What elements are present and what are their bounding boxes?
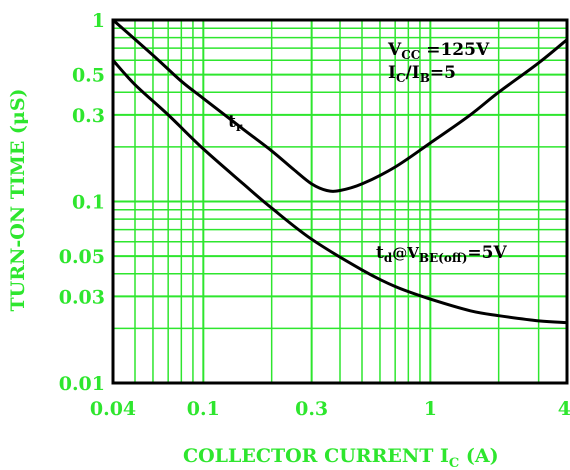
curves — [111, 18, 568, 325]
x-tick-label: 0.3 — [295, 398, 328, 420]
x-tick-label: 1 — [424, 398, 437, 420]
x-tick-label: 0.04 — [90, 398, 136, 420]
tr-curve — [112, 18, 568, 193]
x-axis-title: COLLECTOR CURRENT IC (A) — [183, 445, 499, 470]
y-tick-label: 0.5 — [72, 65, 105, 87]
tr-curve-label: tr — [228, 112, 243, 134]
conditions-ic-ib: IC/IB=5 — [388, 63, 456, 85]
x-tick-label: 0.1 — [187, 398, 220, 420]
tick-labels: 0.04 0.1 0.3 1 4 1 0.5 0.3 0.1 0.05 0.03 0.01 — [59, 10, 570, 420]
y-tick-label: 1 — [92, 10, 105, 32]
x-tick-label: 4 — [558, 398, 570, 420]
y-tick-label: 0.05 — [59, 246, 105, 268]
y-tick-label: 0.1 — [72, 192, 105, 214]
grid — [112, 19, 568, 384]
plot-frame — [111, 18, 569, 385]
y-tick-label: 0.01 — [59, 373, 105, 395]
y-tick-label: 0.3 — [72, 105, 105, 127]
conditions-vcc: VCC =125V — [387, 40, 490, 62]
y-axis-title: TURN-ON TIME (μS) — [7, 88, 29, 311]
td-curve — [111, 59, 568, 325]
y-tick-label: 0.03 — [59, 286, 105, 308]
td-curve-label: td@VBE(off)=5V — [376, 243, 507, 265]
